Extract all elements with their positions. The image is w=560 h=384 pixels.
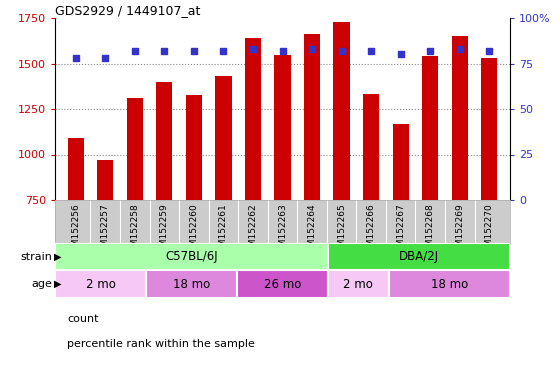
Bar — [237, 270, 328, 298]
Point — [249, 46, 258, 52]
Text: C57BL/6J: C57BL/6J — [165, 250, 218, 263]
Text: 2 mo: 2 mo — [343, 278, 374, 291]
Point — [101, 55, 110, 61]
Text: GSM152266: GSM152266 — [367, 204, 376, 258]
Text: GSM152259: GSM152259 — [160, 204, 169, 258]
Bar — [55, 243, 328, 270]
Text: 2 mo: 2 mo — [86, 278, 115, 291]
Text: 26 mo: 26 mo — [264, 278, 301, 291]
Bar — [97, 160, 113, 200]
Point — [189, 48, 198, 54]
Bar — [274, 55, 291, 200]
Bar — [146, 270, 237, 298]
Text: GSM152261: GSM152261 — [219, 204, 228, 258]
Point — [426, 48, 435, 54]
Bar — [304, 35, 320, 200]
Text: GSM152265: GSM152265 — [337, 204, 346, 258]
Text: GSM152264: GSM152264 — [307, 204, 316, 258]
Point — [278, 48, 287, 54]
Bar — [55, 270, 146, 298]
Point — [219, 48, 228, 54]
Point — [485, 48, 494, 54]
Bar — [156, 82, 172, 200]
Point — [396, 51, 405, 58]
Bar — [422, 56, 438, 200]
Bar — [363, 94, 379, 200]
Text: GSM152256: GSM152256 — [71, 204, 80, 258]
Text: GSM152270: GSM152270 — [485, 204, 494, 258]
Text: GSM152263: GSM152263 — [278, 204, 287, 258]
Bar — [127, 98, 143, 200]
Text: ▶: ▶ — [54, 252, 62, 262]
Text: GSM152257: GSM152257 — [101, 204, 110, 258]
Bar — [245, 38, 261, 200]
Bar — [328, 243, 510, 270]
Bar — [186, 95, 202, 200]
Bar — [68, 138, 84, 200]
Text: GSM152258: GSM152258 — [130, 204, 139, 258]
Point — [337, 48, 346, 54]
Bar — [452, 36, 468, 200]
Text: 18 mo: 18 mo — [173, 278, 210, 291]
Text: GSM152268: GSM152268 — [426, 204, 435, 258]
Text: 18 mo: 18 mo — [431, 278, 468, 291]
Bar — [389, 270, 510, 298]
Point — [367, 48, 376, 54]
Point — [307, 46, 316, 52]
Bar — [481, 58, 497, 200]
Text: percentile rank within the sample: percentile rank within the sample — [67, 339, 255, 349]
Text: strain: strain — [20, 252, 52, 262]
Text: age: age — [31, 279, 52, 289]
Bar — [328, 270, 389, 298]
Text: count: count — [67, 314, 99, 324]
Text: DBA/2J: DBA/2J — [399, 250, 439, 263]
Bar — [393, 124, 409, 200]
Bar — [333, 22, 349, 200]
Text: GSM152262: GSM152262 — [249, 204, 258, 258]
Point — [455, 46, 464, 52]
Text: GDS2929 / 1449107_at: GDS2929 / 1449107_at — [55, 4, 200, 17]
Point — [160, 48, 169, 54]
Text: GSM152267: GSM152267 — [396, 204, 405, 258]
Point — [71, 55, 80, 61]
Bar — [215, 76, 231, 200]
Text: GSM152269: GSM152269 — [455, 204, 464, 258]
Point — [130, 48, 139, 54]
Text: GSM152260: GSM152260 — [189, 204, 198, 258]
Text: ▶: ▶ — [54, 279, 62, 289]
